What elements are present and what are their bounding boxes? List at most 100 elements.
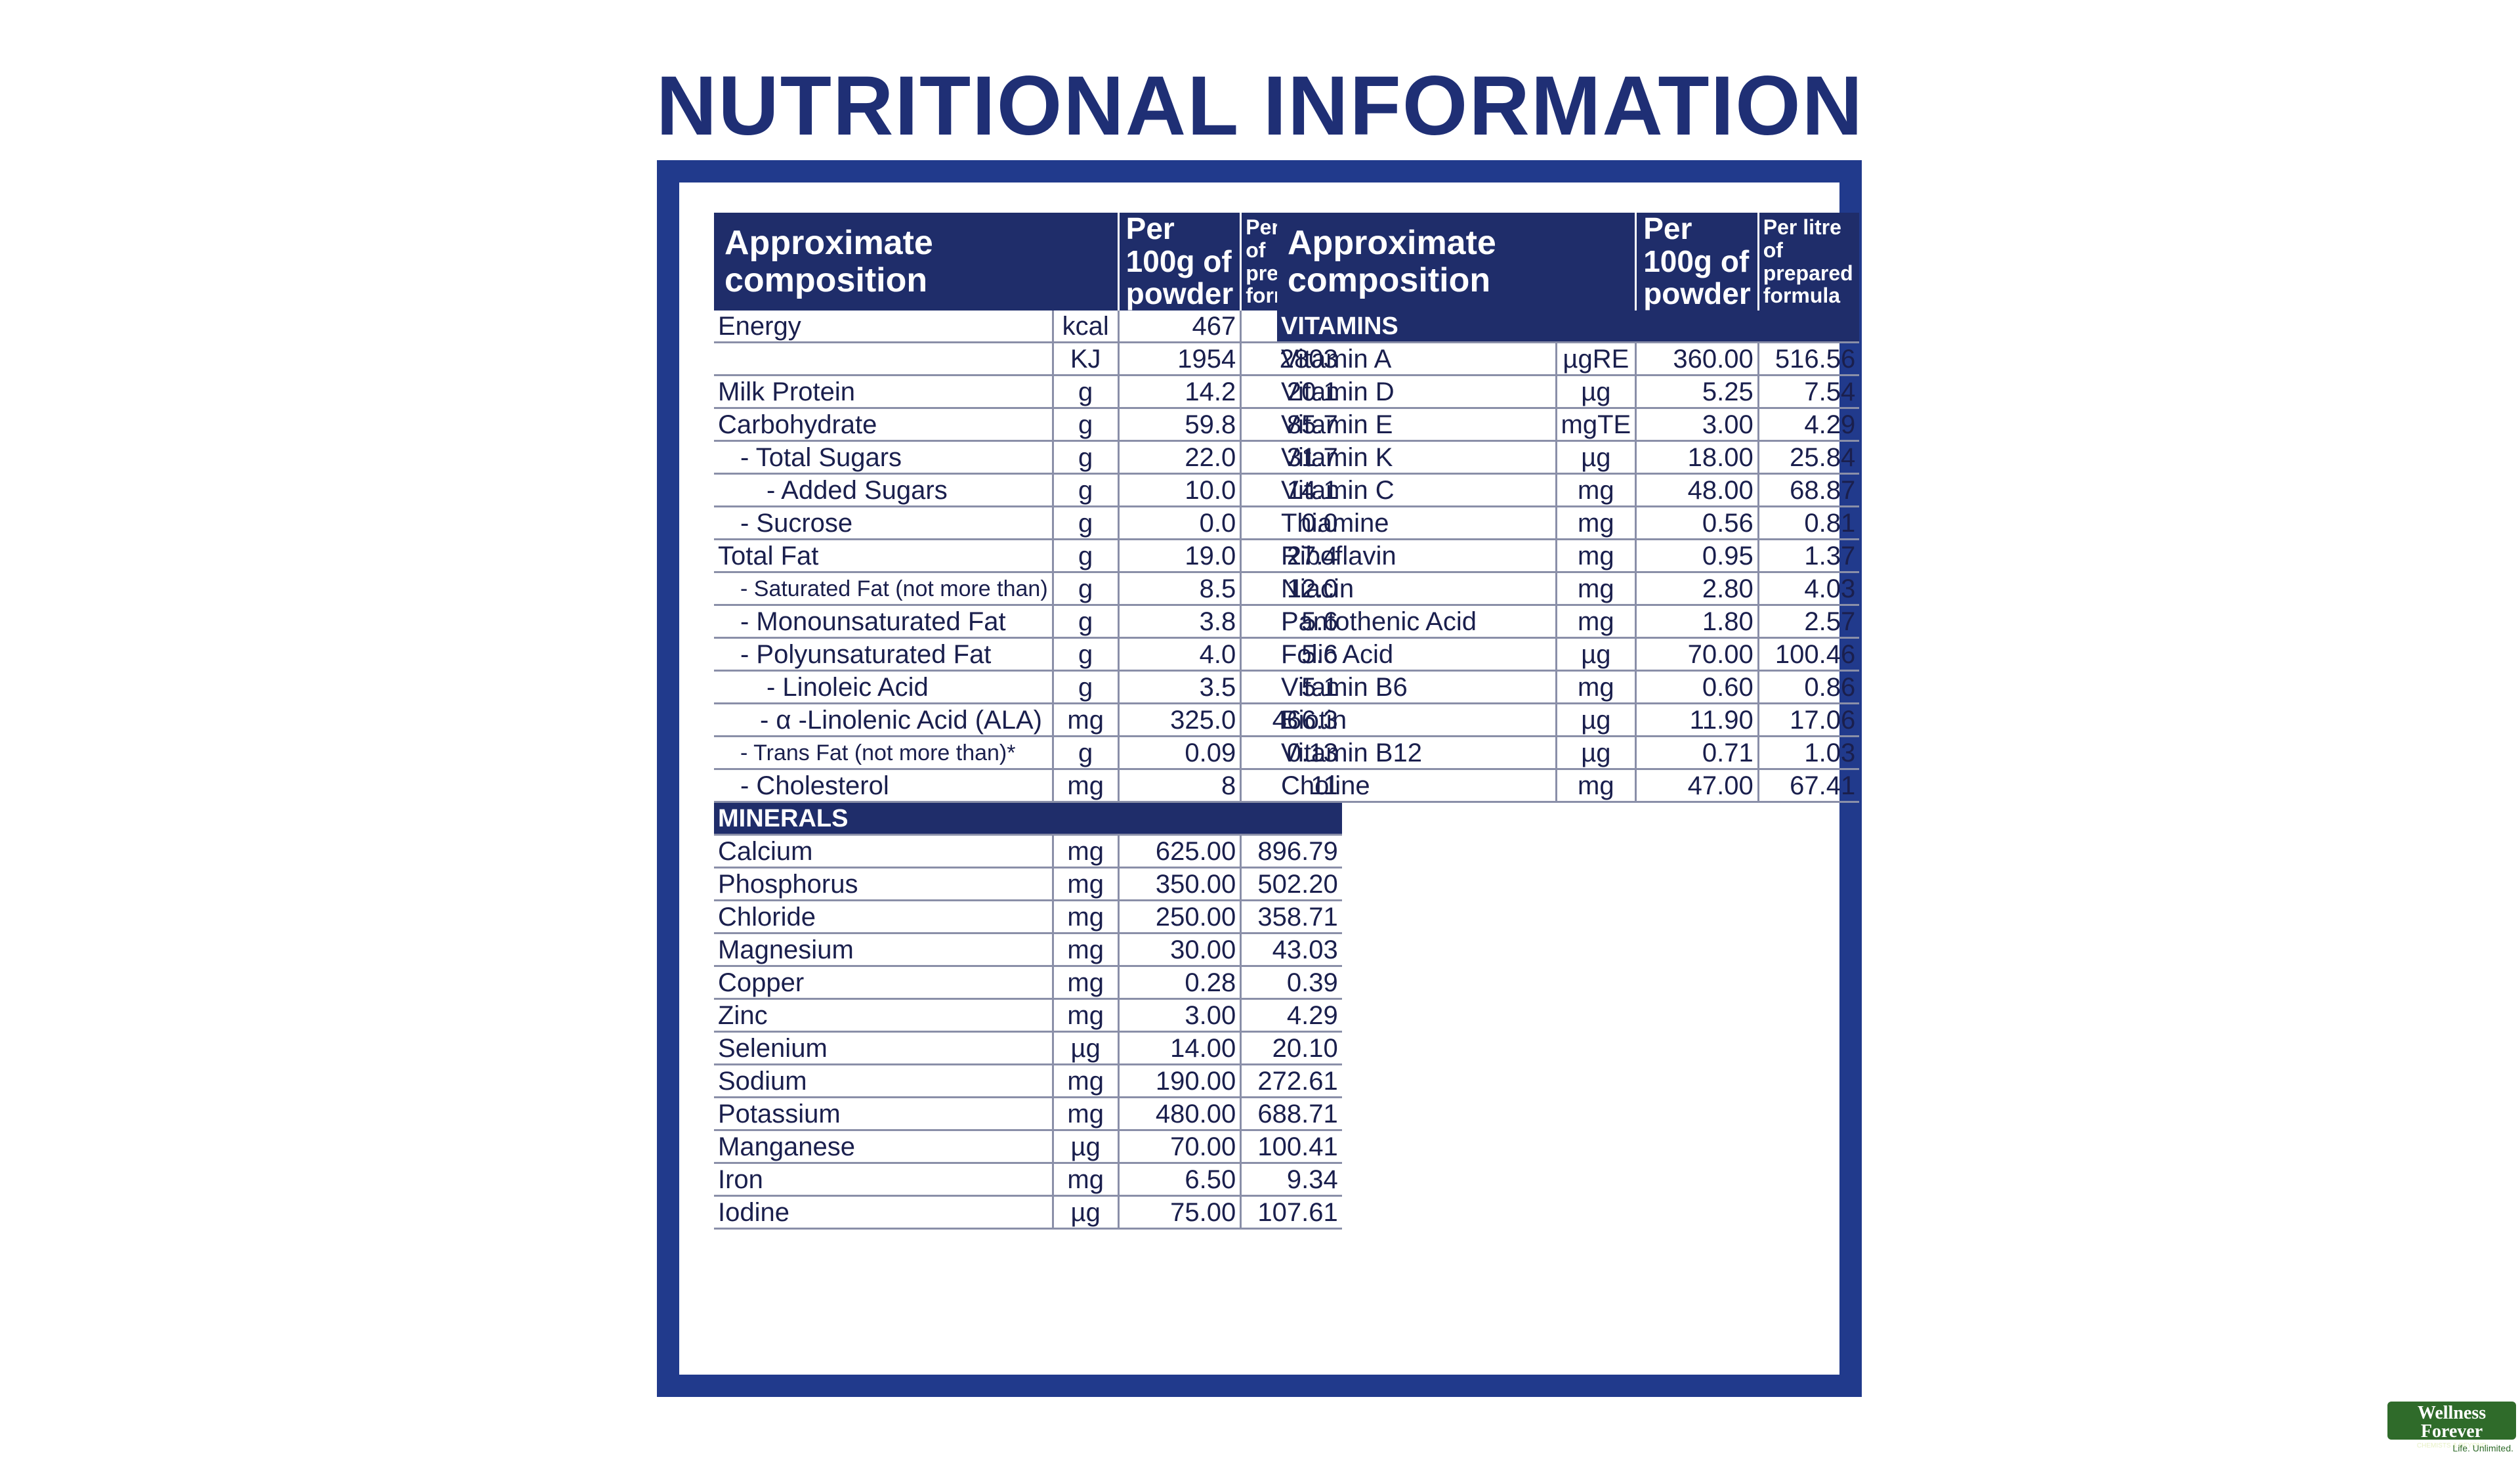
nutrient-name: Carbohydrate — [714, 408, 1054, 442]
unit: mg — [1053, 1097, 1120, 1132]
table-row: - Monounsaturated Fat g 3.8 5.6 — [714, 605, 1342, 639]
unit: g — [1053, 736, 1120, 771]
table-row: Niacin mg 2.80 4.03 — [1277, 572, 1860, 607]
nutrient-name: Potassium — [714, 1097, 1054, 1132]
table-row: Chloride mg 250.00 358.71 — [714, 900, 1342, 935]
value-per-100g: 10.0 — [1118, 473, 1242, 508]
value-per-litre: 100.41 — [1240, 1130, 1342, 1165]
unit: µg — [1556, 375, 1637, 410]
value-per-100g: 75.00 — [1118, 1195, 1242, 1230]
unit: µg — [1053, 1130, 1120, 1165]
unit: mg — [1053, 966, 1120, 1000]
table-header: Approximate composition Per 100g of powd… — [714, 212, 1342, 311]
value-per-litre: 688.71 — [1240, 1097, 1342, 1132]
table-row: Iron mg 6.50 9.34 — [714, 1163, 1342, 1197]
value-per-100g: 350.00 — [1118, 867, 1242, 902]
table-row: - Linoleic Acid g 3.5 5.1 — [714, 670, 1342, 705]
unit: g — [1053, 670, 1120, 705]
nutrient-name: - Trans Fat (not more than)* — [714, 736, 1054, 771]
value-per-litre: 100.46 — [1758, 637, 1860, 672]
value-per-100g: 8.5 — [1118, 572, 1242, 607]
nutrient-name: Total Fat — [714, 539, 1054, 574]
unit: mg — [1053, 834, 1120, 869]
value-per-litre: 7.54 — [1758, 375, 1860, 410]
table-row: Choline mg 47.00 67.41 — [1277, 769, 1860, 804]
header-composition: Approximate composition — [1277, 213, 1637, 311]
unit: µg — [1556, 637, 1637, 672]
value-per-100g: 250.00 — [1118, 900, 1242, 935]
nutrient-name — [714, 342, 1054, 377]
logo-tagline: Life. Unlimited. — [2452, 1443, 2513, 1453]
nutrient-name: - Added Sugars — [714, 473, 1054, 508]
unit: g — [1053, 440, 1120, 475]
nutrient-name: Folic Acid — [1277, 637, 1557, 672]
nutrient-name: - Total Sugars — [714, 440, 1054, 475]
unit: g — [1053, 408, 1120, 442]
unit: mg — [1556, 670, 1637, 705]
value-per-100g: 14.2 — [1118, 375, 1242, 410]
value-per-litre: 20.10 — [1240, 1031, 1342, 1066]
value-per-litre: 272.61 — [1240, 1064, 1342, 1099]
logo-name: Wellness Forever — [2417, 1403, 2487, 1442]
unit: mg — [1556, 769, 1637, 804]
nutrient-name: Phosphorus — [714, 867, 1054, 902]
value-per-100g: 0.71 — [1635, 736, 1759, 771]
value-per-litre: 4.03 — [1758, 572, 1860, 607]
value-per-100g: 70.00 — [1635, 637, 1759, 672]
value-per-litre: 502.20 — [1240, 867, 1342, 902]
unit: mg — [1556, 539, 1637, 574]
table-row: - Cholesterol mg 8 11 — [714, 769, 1342, 804]
nutrient-name: Pantothenic Acid — [1277, 605, 1557, 639]
unit: mg — [1053, 769, 1120, 804]
header-per-100g: Per 100g of powder — [1635, 212, 1759, 311]
unit: kcal — [1053, 311, 1120, 344]
table-row: - Trans Fat (not more than)* g 0.09 0.13 — [714, 736, 1342, 771]
value-per-100g: 190.00 — [1118, 1064, 1242, 1099]
table-row: Riboflavin mg 0.95 1.37 — [1277, 539, 1860, 574]
nutrient-name: Vitamin D — [1277, 375, 1557, 410]
unit: mg — [1053, 1064, 1120, 1099]
nutrient-name: Vitamin B12 — [1277, 736, 1557, 771]
table-row: Folic Acid µg 70.00 100.46 — [1277, 637, 1860, 672]
value-per-100g: 467 — [1118, 311, 1242, 344]
value-per-litre: 1.37 — [1758, 539, 1860, 574]
logo-subtitle: CHEMISTS & BEYOND — [2416, 1442, 2487, 1449]
unit: mg — [1556, 506, 1637, 541]
unit: g — [1053, 506, 1120, 541]
nutrient-name: - α -Linolenic Acid (ALA) — [714, 703, 1054, 738]
value-per-100g: 3.8 — [1118, 605, 1242, 639]
table-row: Phosphorus mg 350.00 502.20 — [714, 867, 1342, 902]
header-per-100g: Per 100g of powder — [1118, 212, 1242, 311]
value-per-100g: 0.28 — [1118, 966, 1242, 1000]
nutrient-name: Milk Protein — [714, 375, 1054, 410]
value-per-100g: 0.60 — [1635, 670, 1759, 705]
table-body: Energykcal467670KJ19542803Milk Proteing1… — [714, 311, 1342, 1230]
nutrient-name: Niacin — [1277, 572, 1557, 607]
value-per-litre: 0.39 — [1240, 966, 1342, 1000]
nutrient-name: Magnesium — [714, 933, 1054, 968]
value-per-100g: 3.00 — [1118, 998, 1242, 1033]
nutrient-name: Zinc — [714, 998, 1054, 1033]
section-label: MINERALS — [714, 802, 1342, 836]
unit: µg — [1556, 703, 1637, 738]
table-row: Thiamine mg 0.56 0.81 — [1277, 506, 1860, 541]
value-per-100g: 22.0 — [1118, 440, 1242, 475]
nutrient-name: Calcium — [714, 834, 1054, 869]
unit: µg — [1556, 440, 1637, 475]
table-row: Total Fat g 19.0 27.4 — [714, 539, 1342, 574]
value-per-100g: 19.0 — [1118, 539, 1242, 574]
table-row: - Added Sugars g 10.0 14.1 — [714, 473, 1342, 508]
value-per-litre: 107.61 — [1240, 1195, 1342, 1230]
header-composition: Approximate composition — [714, 213, 1120, 311]
unit: g — [1053, 539, 1120, 574]
value-per-litre: 1.03 — [1758, 736, 1860, 771]
value-per-100g: 4.0 — [1118, 637, 1242, 672]
value-per-litre: 4.29 — [1758, 408, 1860, 442]
unit: g — [1053, 473, 1120, 508]
unit: mg — [1053, 933, 1120, 968]
unit: g — [1053, 572, 1120, 607]
